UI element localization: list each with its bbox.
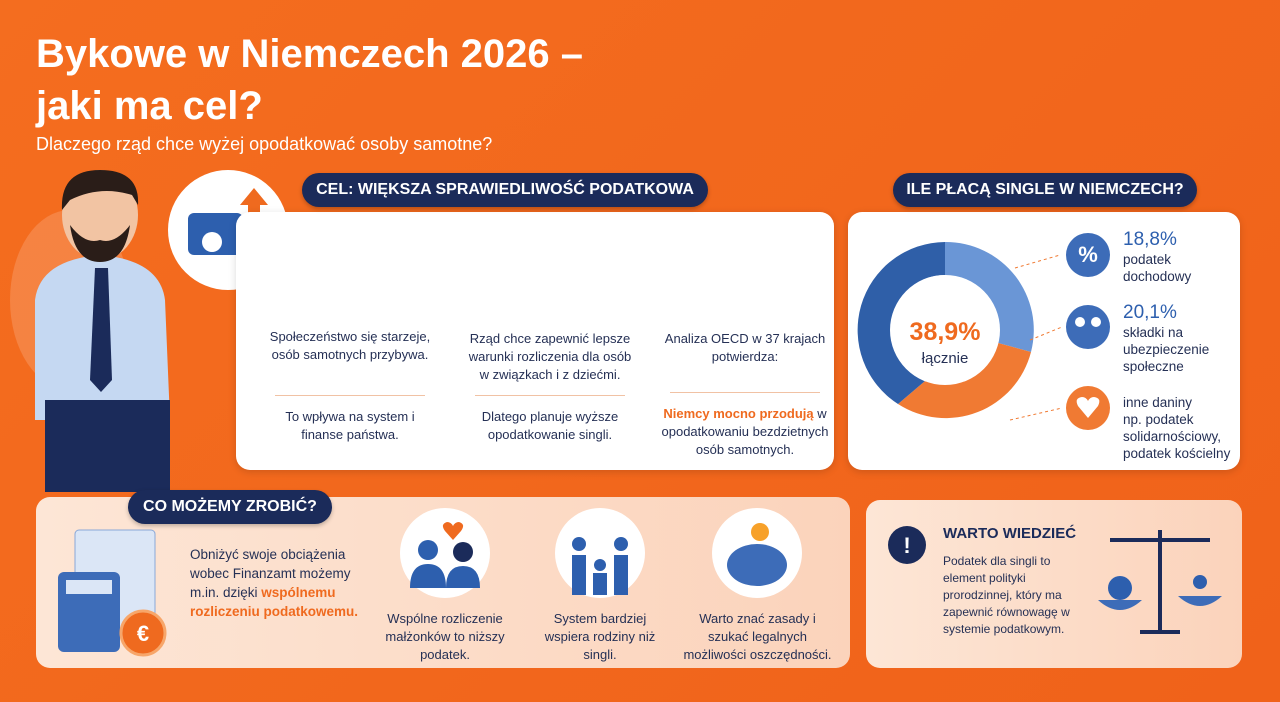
donut-total: 38,9% bbox=[909, 318, 981, 346]
item-value: 18,8% bbox=[1123, 229, 1177, 250]
subtitle: Dlaczego rząd chce wyżej opodatkować oso… bbox=[36, 134, 493, 154]
highlight: Niemcy mocno przodują bbox=[663, 406, 814, 421]
icon-coin-sign: € bbox=[137, 621, 149, 646]
intro-text: Obniżyć swoje obciążenia wobec Finanzamt… bbox=[190, 547, 351, 600]
title: Bykowe w Niemczech 2026 – jaki ma cel? bbox=[36, 28, 583, 132]
icon-glyph bbox=[1193, 575, 1207, 589]
wallet-coin bbox=[202, 232, 222, 252]
icon-heart bbox=[1076, 397, 1100, 418]
item-label: składki na ubezpieczenie społeczne bbox=[1123, 325, 1210, 374]
goal-text-rest: w opodatkowaniu bezdzietnych osób samotn… bbox=[661, 406, 829, 457]
donut-segment bbox=[857, 242, 945, 404]
title-line: Bykowe w Niemczech 2026 – bbox=[36, 32, 583, 76]
icon-scale-pans bbox=[1098, 596, 1222, 610]
actions-intro: Obniżyć swoje obciążenia wobec Finanzamt… bbox=[190, 545, 365, 621]
title-line: jaki ma cel? bbox=[36, 84, 263, 128]
icon-scale bbox=[1110, 530, 1210, 634]
divider bbox=[670, 392, 820, 393]
donut-segment bbox=[945, 241, 1034, 352]
icon-glyph bbox=[727, 544, 787, 586]
goal-text: Niemcy mocno przodują w opodatkowaniu be… bbox=[655, 405, 835, 459]
divider bbox=[275, 395, 425, 396]
icon-glyph bbox=[614, 537, 628, 551]
singles-item: 20,1% składki na ubezpieczenie społeczne bbox=[1123, 302, 1233, 375]
item-label: podatek dochodowy bbox=[1123, 252, 1192, 284]
singles-item: inne daniny np. podatek solidarnościowy, … bbox=[1123, 394, 1233, 462]
icon-percent-sign: % bbox=[1078, 242, 1098, 267]
divider bbox=[475, 395, 625, 396]
item-value: 20,1% bbox=[1123, 302, 1177, 323]
person-tie bbox=[90, 268, 112, 392]
icon-exclamation bbox=[888, 526, 926, 564]
icon-glyph bbox=[418, 540, 438, 560]
goal-text: Rząd chce zapewnić lepsze warunki rozlic… bbox=[468, 331, 632, 382]
goal-text: To wpływa na system i finanse państwa. bbox=[285, 409, 415, 442]
icon-glyph bbox=[1075, 317, 1085, 327]
icon-glyph bbox=[453, 542, 473, 562]
icon-calculator-screen bbox=[66, 580, 112, 594]
icon-glyph bbox=[1108, 576, 1132, 600]
icon-coin bbox=[119, 609, 167, 657]
person-beard bbox=[70, 225, 130, 262]
icon-heart bbox=[442, 522, 464, 540]
action-text: Wspólne rozliczenie małżonków to niższy … bbox=[385, 611, 505, 662]
info-text: Podatek dla singli to element polityki p… bbox=[943, 554, 1070, 636]
actions-heading: CO MOŻEMY ZROBIĆ? bbox=[128, 490, 332, 524]
icon-glyph bbox=[594, 559, 606, 571]
goal-heading: CEL: WIĘKSZA SPRAWIEDLIWOŚĆ PODATKOWA bbox=[302, 173, 708, 207]
person-hair bbox=[61, 170, 139, 210]
icon-people-circle bbox=[1066, 305, 1110, 349]
connector bbox=[1009, 254, 1063, 421]
icon-glyph bbox=[572, 555, 628, 595]
person-trousers bbox=[45, 400, 170, 492]
goal-text: Dlatego planuje wyższe opodatkowanie sin… bbox=[481, 409, 619, 442]
donut-hole bbox=[890, 275, 1000, 385]
icon-exclamation-sign: ! bbox=[903, 533, 910, 558]
goal-text: Analiza OECD w 37 krajach potwierdza: bbox=[664, 331, 826, 364]
info-heading: WARTO WIEDZIEĆ bbox=[943, 525, 1077, 542]
singles-item: 18,8% podatek dochodowy bbox=[1123, 229, 1233, 285]
highlight: wspólnemu rozliczeniu podatkowemu. bbox=[190, 585, 359, 619]
action-text: Warto znać zasady i szukać legalnych moż… bbox=[683, 611, 832, 662]
item-label: np. podatek solidarnościowy, podatek koś… bbox=[1123, 412, 1231, 461]
goal-text: Społeczeństwo się starzeje, osób samotny… bbox=[269, 329, 431, 362]
singles-heading: ILE PŁACĄ SINGLE W NIEMCZECH? bbox=[893, 173, 1197, 207]
item-value: inne daniny bbox=[1123, 395, 1193, 410]
goal-card bbox=[236, 212, 834, 470]
icon-glyph bbox=[1091, 317, 1101, 327]
icon-percent bbox=[1066, 233, 1110, 277]
donut-total-label: łącznie bbox=[921, 350, 969, 367]
icon-glyph bbox=[572, 537, 586, 551]
action-text: System bardziej wspiera rodziny niż sing… bbox=[544, 611, 656, 662]
icon-glyph bbox=[751, 523, 769, 541]
icon-glyph bbox=[410, 564, 480, 588]
